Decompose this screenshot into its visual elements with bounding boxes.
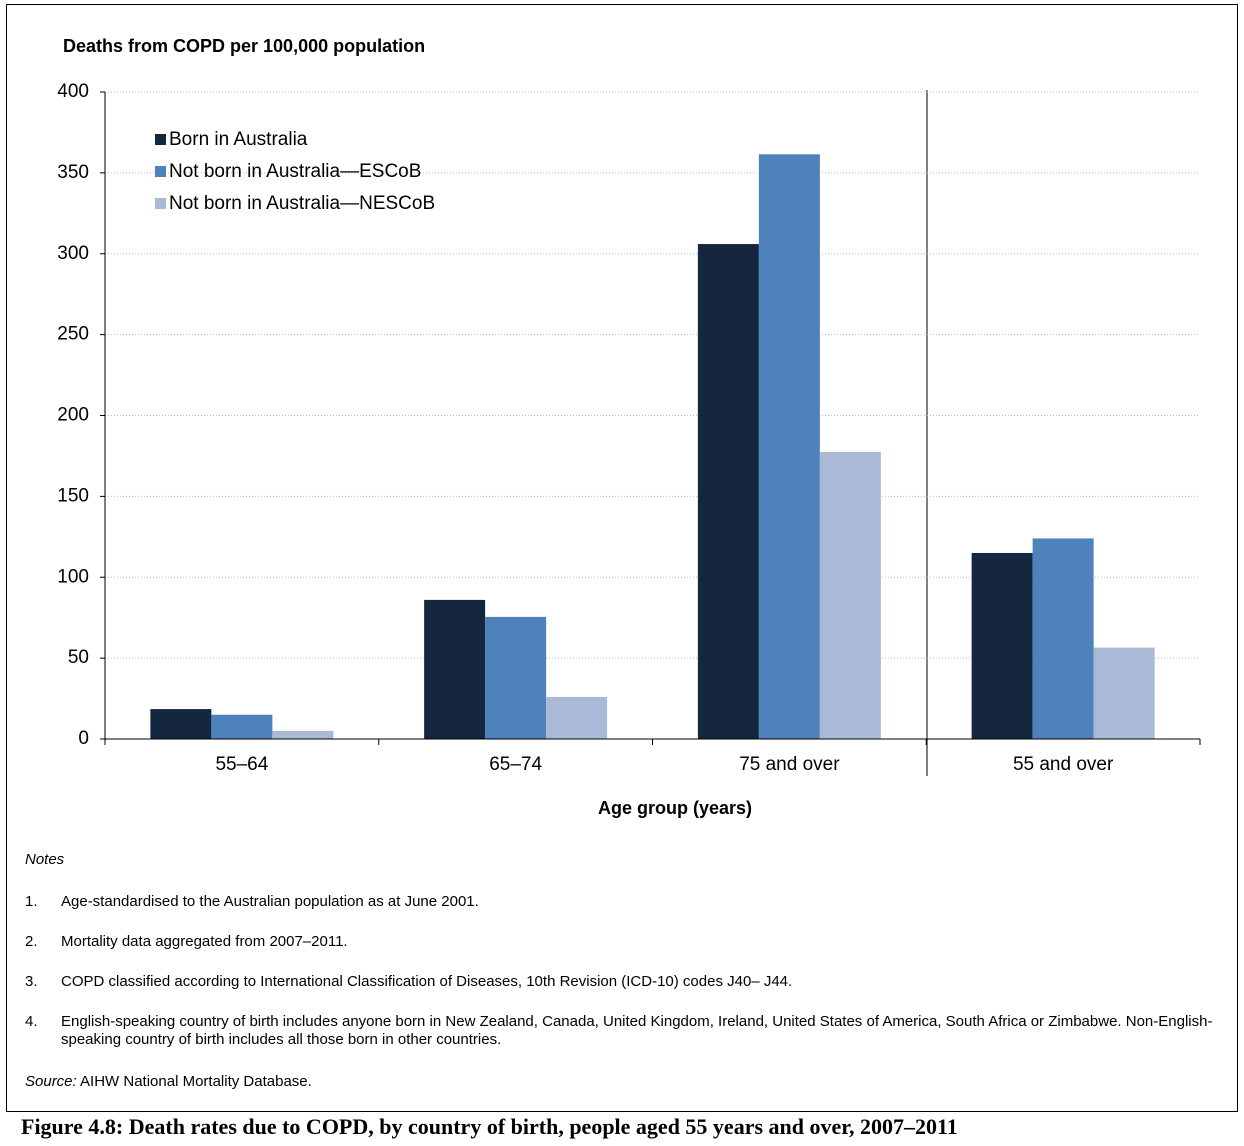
note-text: Mortality data aggregated from 2007–2011… (61, 933, 348, 950)
bar (546, 696, 608, 739)
note-text: Age-standardised to the Australian popul… (61, 893, 479, 910)
note-number: 3. (25, 973, 38, 990)
source-label: Source: (25, 1073, 77, 1090)
bar (819, 451, 881, 739)
y-tick-label: 200 (57, 405, 89, 426)
y-tick-label: 50 (68, 647, 89, 668)
frame (6, 4, 1238, 1112)
notes-title: Notes (25, 851, 65, 868)
bar (697, 244, 759, 740)
note-number: 1. (25, 893, 38, 910)
y-tick-label: 0 (78, 728, 89, 749)
bar (1032, 538, 1094, 739)
y-tick-label: 100 (57, 566, 89, 587)
x-tick-label: 55–64 (215, 754, 268, 775)
x-tick-label: 55 and over (1013, 754, 1114, 775)
source-text: AIHW National Mortality Database. (80, 1073, 312, 1090)
x-tick-label: 65–74 (489, 754, 542, 775)
note-number: 2. (25, 933, 38, 950)
bar (971, 552, 1033, 739)
x-axis-title: Age group (years) (598, 798, 752, 818)
note-text: COPD classified according to Internation… (61, 973, 793, 990)
bar (1093, 647, 1155, 739)
legend-label: Not born in Australia—NESCoB (169, 193, 435, 214)
source: Source: AIHW National Mortality Database… (25, 1073, 312, 1091)
legend-label: Born in Australia (169, 129, 308, 150)
y-axis-title: Deaths from COPD per 100,000 population (63, 36, 425, 56)
legend-swatch (155, 134, 166, 145)
y-tick-label: 300 (57, 243, 89, 264)
note-number: 4. (25, 1013, 38, 1030)
legend-swatch (155, 166, 166, 177)
note-text: English-speaking country of birth includ… (61, 1013, 1213, 1048)
legend-label: Not born in Australia—ESCoB (169, 161, 421, 182)
legend-swatch (155, 198, 166, 209)
bar (485, 616, 547, 739)
y-tick-label: 400 (57, 81, 89, 102)
x-tick-label: 75 and over (739, 754, 840, 775)
y-tick-label: 350 (57, 162, 89, 183)
y-tick-label: 250 (57, 324, 89, 345)
chart: Deaths from COPD per 100,000 population … (57, 36, 1201, 818)
caption: Figure 4.8: Death rates due to COPD, by … (21, 1114, 958, 1139)
y-tick-label: 150 (57, 485, 89, 506)
bar (758, 154, 820, 739)
bar (211, 714, 273, 739)
bar (150, 709, 212, 739)
bar (272, 730, 334, 739)
bar (424, 599, 486, 739)
